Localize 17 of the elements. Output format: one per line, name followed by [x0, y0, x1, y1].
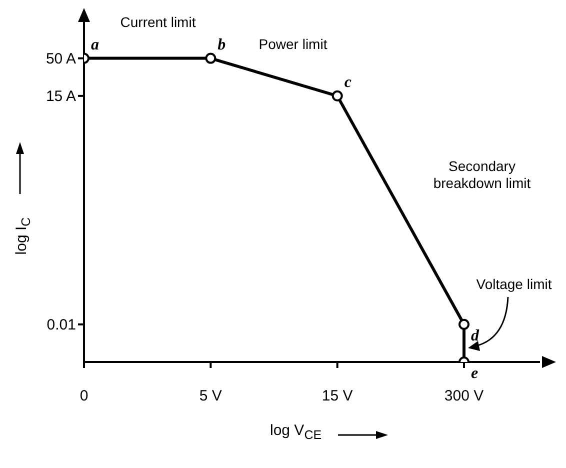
annotation: Power limit [258, 36, 328, 53]
annotation: c [344, 74, 352, 91]
annotation: Voltage limit [475, 276, 553, 293]
x-tick-label: 300 V [444, 388, 484, 405]
y-tick-label: 15 A [46, 88, 76, 106]
y-tick-label: 50 A [46, 50, 76, 68]
annotation: b [218, 36, 226, 54]
x-tick-label: 0 [80, 388, 88, 405]
annotation: Secondary breakdown limit [432, 158, 532, 192]
x-tick-label: 15 V [322, 388, 353, 405]
annotation: d [471, 327, 480, 344]
x-tick-label: 5 V [199, 388, 222, 405]
annotation: a [91, 36, 99, 54]
x-axis-title: log V$_{CE}$ [270, 422, 322, 442]
y-tick-label: 0.01 [46, 316, 76, 334]
text: e [471, 365, 478, 382]
annotation: Current limit [119, 14, 197, 31]
